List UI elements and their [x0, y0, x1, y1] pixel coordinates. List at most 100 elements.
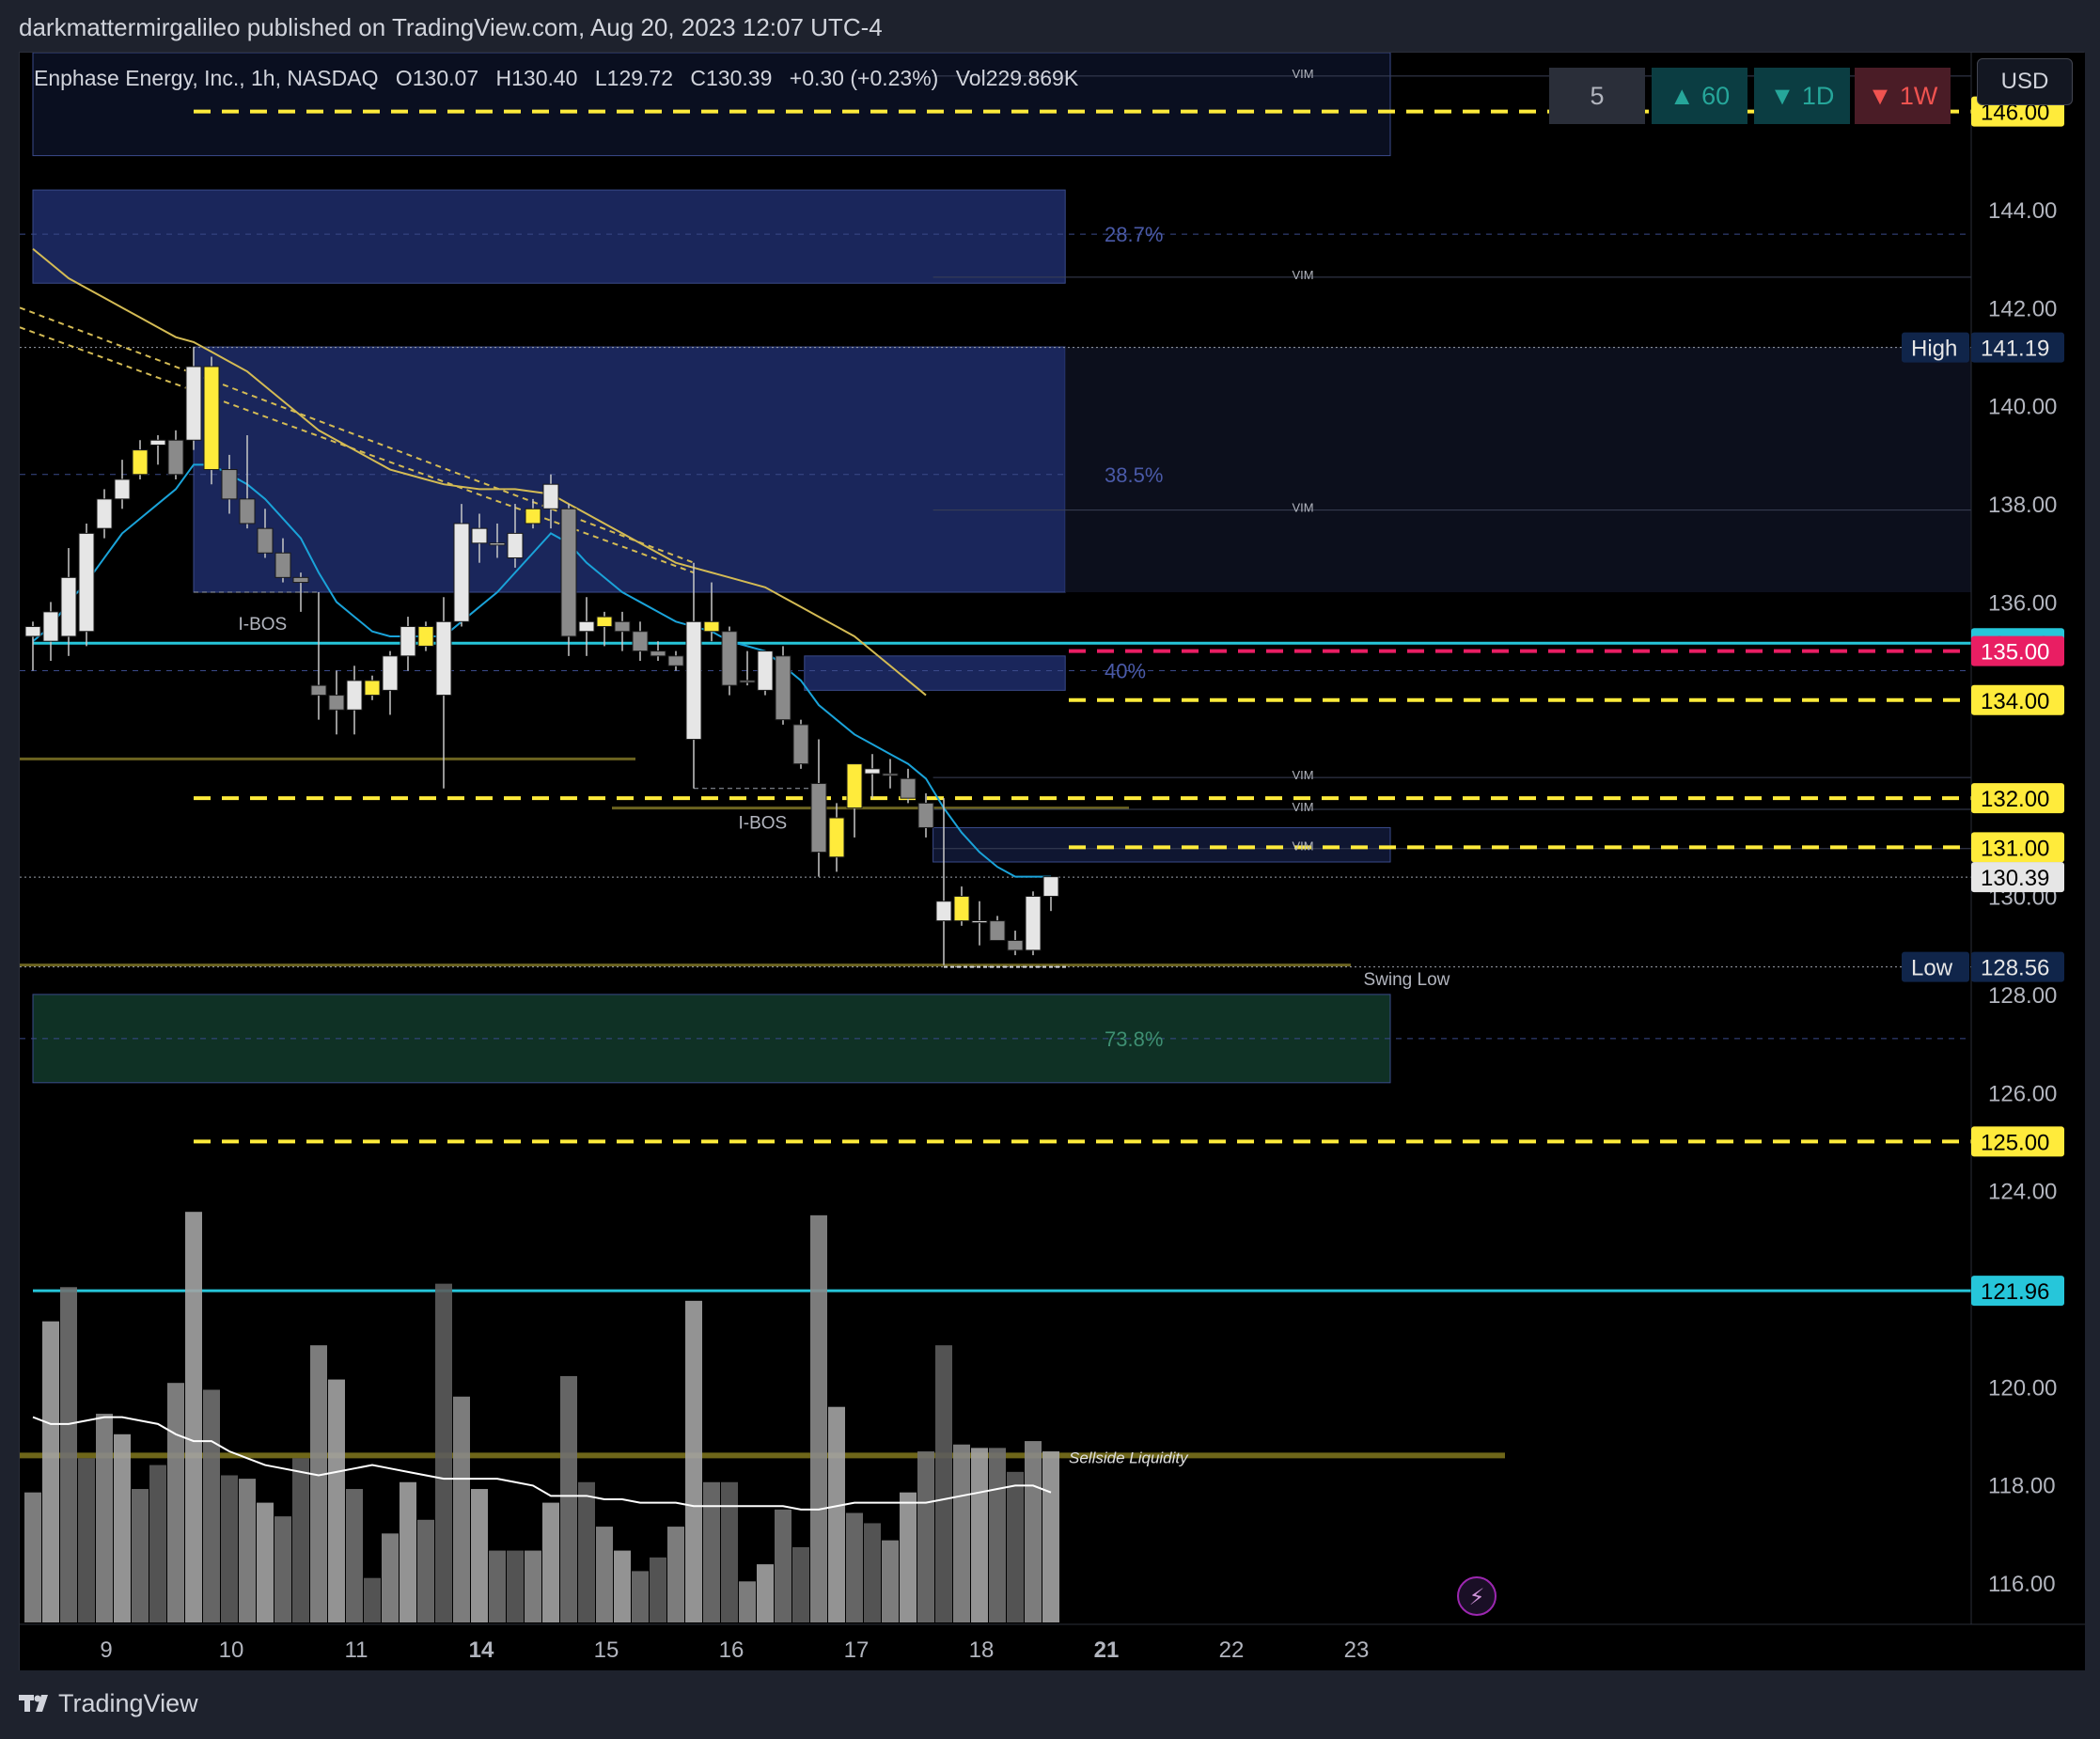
candle-body[interactable]	[453, 523, 470, 622]
candle-body[interactable]	[757, 650, 774, 691]
candle-body[interactable]	[542, 483, 559, 509]
x-tick-label: 21	[1094, 1637, 1120, 1663]
candle-body[interactable]	[1007, 939, 1024, 951]
candle-body[interactable]	[560, 508, 577, 637]
brand-name[interactable]: TradingView	[58, 1689, 198, 1717]
candle-body[interactable]	[667, 655, 684, 666]
candlestick-chart[interactable]: 28.7% 38.5% 40% 73.8% I-BOS I-BOS VIM VIM VIM VIM…	[20, 53, 2085, 1671]
timeframe-60-badge[interactable]: ▲ 60	[1652, 68, 1747, 124]
y-tick-label: 120.00	[1988, 1375, 2057, 1401]
symbol-legend: Enphase Energy, Inc., 1h, NASDAQ O130.07…	[34, 66, 1089, 91]
candle-body[interactable]	[614, 620, 631, 633]
candle-body[interactable]	[239, 498, 256, 525]
candle-body[interactable]	[578, 620, 595, 633]
chart-annotation: VIM	[1293, 839, 1314, 854]
candle-body[interactable]	[346, 680, 363, 711]
candle-body[interactable]	[792, 724, 809, 765]
candle-body[interactable]	[435, 620, 452, 697]
volume-bar	[292, 1458, 309, 1622]
candle-body[interactable]	[721, 631, 738, 686]
price-level-tag	[1971, 783, 2064, 814]
candle-body[interactable]	[78, 532, 95, 633]
high-price-tag	[1971, 332, 2064, 363]
candle-body[interactable]	[810, 783, 827, 854]
candle-body[interactable]	[149, 439, 166, 446]
y-tick-label: 116.00	[1988, 1572, 2056, 1597]
candle-body[interactable]	[328, 695, 345, 711]
candle-body[interactable]	[882, 773, 899, 776]
lightning-icon[interactable]: ⚡	[1469, 1584, 1485, 1610]
candle-body[interactable]	[60, 576, 77, 637]
x-tick-label: 14	[469, 1637, 494, 1663]
candle-body[interactable]	[400, 626, 416, 657]
candle-body[interactable]	[221, 469, 238, 500]
candle-body[interactable]	[703, 620, 720, 633]
currency-button[interactable]: USD	[1977, 58, 2073, 105]
candle-body[interactable]	[292, 576, 309, 584]
candle-body[interactable]	[203, 366, 220, 471]
price-level-label: 121.96	[1981, 1279, 2049, 1305]
candle-body[interactable]	[507, 532, 524, 558]
candle-body[interactable]	[864, 768, 881, 775]
volume-bar	[489, 1550, 506, 1622]
price-level-tag	[1971, 635, 2064, 666]
y-tick-label: 142.00	[1988, 296, 2057, 321]
candle-body[interactable]	[96, 498, 113, 529]
candle-body[interactable]	[1025, 896, 1042, 951]
candle-body[interactable]	[989, 920, 1006, 941]
low-price-label: 128.56	[1981, 956, 2049, 981]
candle-body[interactable]	[739, 680, 756, 683]
timeframe-5-badge[interactable]: 5	[1549, 68, 1645, 124]
candle-body[interactable]	[971, 920, 988, 924]
y-tick-label: 126.00	[1988, 1081, 2057, 1106]
candle-body[interactable]	[417, 626, 434, 647]
candle-body[interactable]	[364, 680, 381, 697]
candle-body[interactable]	[167, 439, 184, 476]
candle-body[interactable]	[953, 896, 970, 922]
chart-panel[interactable]: 28.7% 38.5% 40% 73.8% I-BOS I-BOS VIM VIM VIM VIM…	[19, 52, 2085, 1671]
candle-body[interactable]	[42, 611, 59, 642]
last-price-label: 130.39	[1981, 866, 2049, 891]
candle-body[interactable]	[650, 650, 666, 657]
volume-bar	[400, 1481, 416, 1622]
timeframe-1d-badge[interactable]: ▼ 1D	[1754, 68, 1850, 124]
candle-body[interactable]	[1042, 876, 1059, 898]
volume-bar	[900, 1492, 917, 1622]
candle-body[interactable]	[310, 684, 327, 697]
timeframe-1w-badge[interactable]: ▼ 1W	[1855, 68, 1951, 124]
candle-body[interactable]	[132, 449, 149, 476]
candle-body[interactable]	[632, 631, 649, 652]
candle-body[interactable]	[775, 655, 791, 721]
candle-body[interactable]	[525, 508, 541, 525]
candle-body[interactable]	[185, 366, 202, 441]
volume-bar	[435, 1283, 452, 1622]
candle-body[interactable]	[596, 616, 613, 628]
candle-body[interactable]	[900, 777, 917, 799]
volume-bar	[78, 1458, 95, 1622]
volume-bar	[560, 1375, 577, 1622]
high-name-tag	[1902, 332, 1969, 363]
candle-body[interactable]	[685, 620, 702, 741]
candle-body[interactable]	[471, 527, 488, 544]
y-tick-label: 144.00	[1988, 198, 2057, 224]
zone-percent-label: 73.8%	[1105, 1027, 1163, 1051]
candle-body[interactable]	[257, 527, 274, 554]
candle-body[interactable]	[917, 802, 934, 828]
replay-lightning-icon[interactable]	[1457, 1576, 1497, 1616]
candle-body[interactable]	[846, 763, 863, 809]
price-level-label: 125.00	[1981, 1130, 2049, 1155]
y-tick-label: 136.00	[1988, 590, 2057, 616]
symbol-name[interactable]: Enphase Energy, Inc., 1h, NASDAQ	[34, 66, 379, 90]
x-tick-label: 9	[100, 1637, 112, 1663]
candle-body[interactable]	[274, 552, 291, 578]
volume-bar	[346, 1489, 363, 1622]
candle-body[interactable]	[114, 478, 131, 500]
candle-body[interactable]	[935, 901, 952, 922]
price-level-tag	[1971, 1276, 2064, 1307]
change-value: +0.30 (+0.23%)	[789, 66, 939, 90]
volume-bar	[149, 1465, 166, 1622]
candle-body[interactable]	[24, 626, 41, 637]
candle-body[interactable]	[828, 817, 845, 858]
candle-body[interactable]	[489, 542, 506, 546]
candle-body[interactable]	[382, 655, 399, 691]
